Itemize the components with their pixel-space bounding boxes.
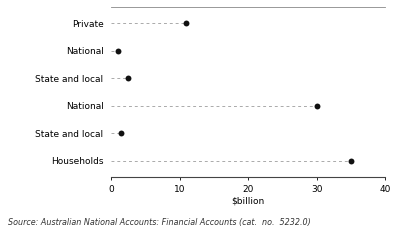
Point (115, 49, 121, 53)
Text: Source: Australian National Accounts: Financial Accounts (cat.  no.  5232.0): Source: Australian National Accounts: Fi… (8, 218, 311, 227)
Point (125, 76, 131, 80)
Point (183, 22, 190, 25)
Point (348, 159, 354, 162)
X-axis label: $billion: $billion (231, 197, 265, 205)
Point (118, 131, 125, 135)
Point (314, 104, 320, 107)
